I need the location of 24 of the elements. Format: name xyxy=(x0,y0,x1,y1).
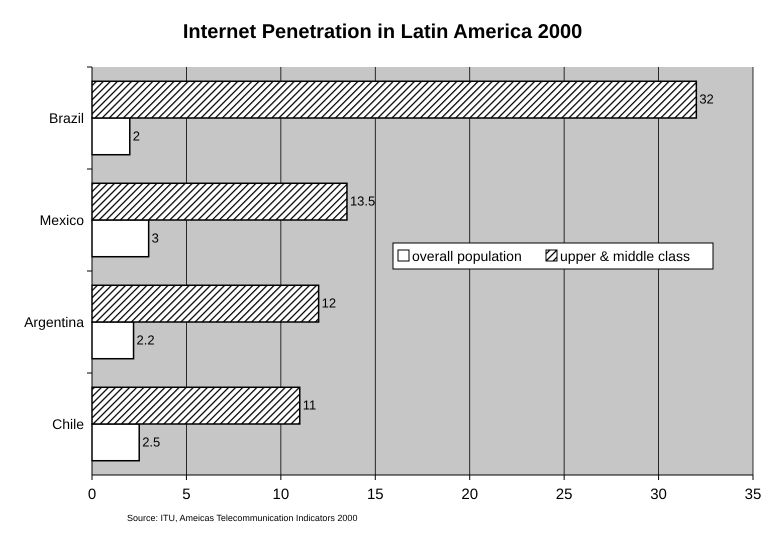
data-label: 12 xyxy=(322,296,336,311)
y-tick-label: Mexico xyxy=(40,212,84,228)
chart-title: Internet Penetration in Latin America 2000 xyxy=(182,21,582,43)
y-tick-label: Brazil xyxy=(48,110,84,126)
y-tick-label: Argentina xyxy=(24,314,84,330)
data-label: 32 xyxy=(699,92,714,107)
x-tick-label: 35 xyxy=(744,486,762,503)
data-label: 2 xyxy=(132,128,140,144)
data-label: 13.5 xyxy=(350,194,376,209)
legend-label: overall population xyxy=(412,248,522,264)
x-tick-label: 20 xyxy=(461,486,478,503)
data-label: 2.5 xyxy=(142,434,160,450)
data-label: 2.2 xyxy=(136,332,155,348)
data-label: 11 xyxy=(302,398,316,413)
y-tick-label: Chile xyxy=(52,416,84,432)
source-note: Source: ITU, Ameicas Telecommunication Indicators 2000 xyxy=(127,513,358,523)
x-tick-label: 5 xyxy=(182,486,191,503)
x-tick-label: 15 xyxy=(366,486,384,503)
data-label: 3 xyxy=(152,230,159,246)
x-tick-label: 0 xyxy=(88,486,96,503)
x-tick-label: 25 xyxy=(556,486,572,503)
x-tick-label: 30 xyxy=(650,486,667,503)
legend-label: upper & middle class xyxy=(560,248,690,264)
x-tick-label: 10 xyxy=(272,486,290,503)
